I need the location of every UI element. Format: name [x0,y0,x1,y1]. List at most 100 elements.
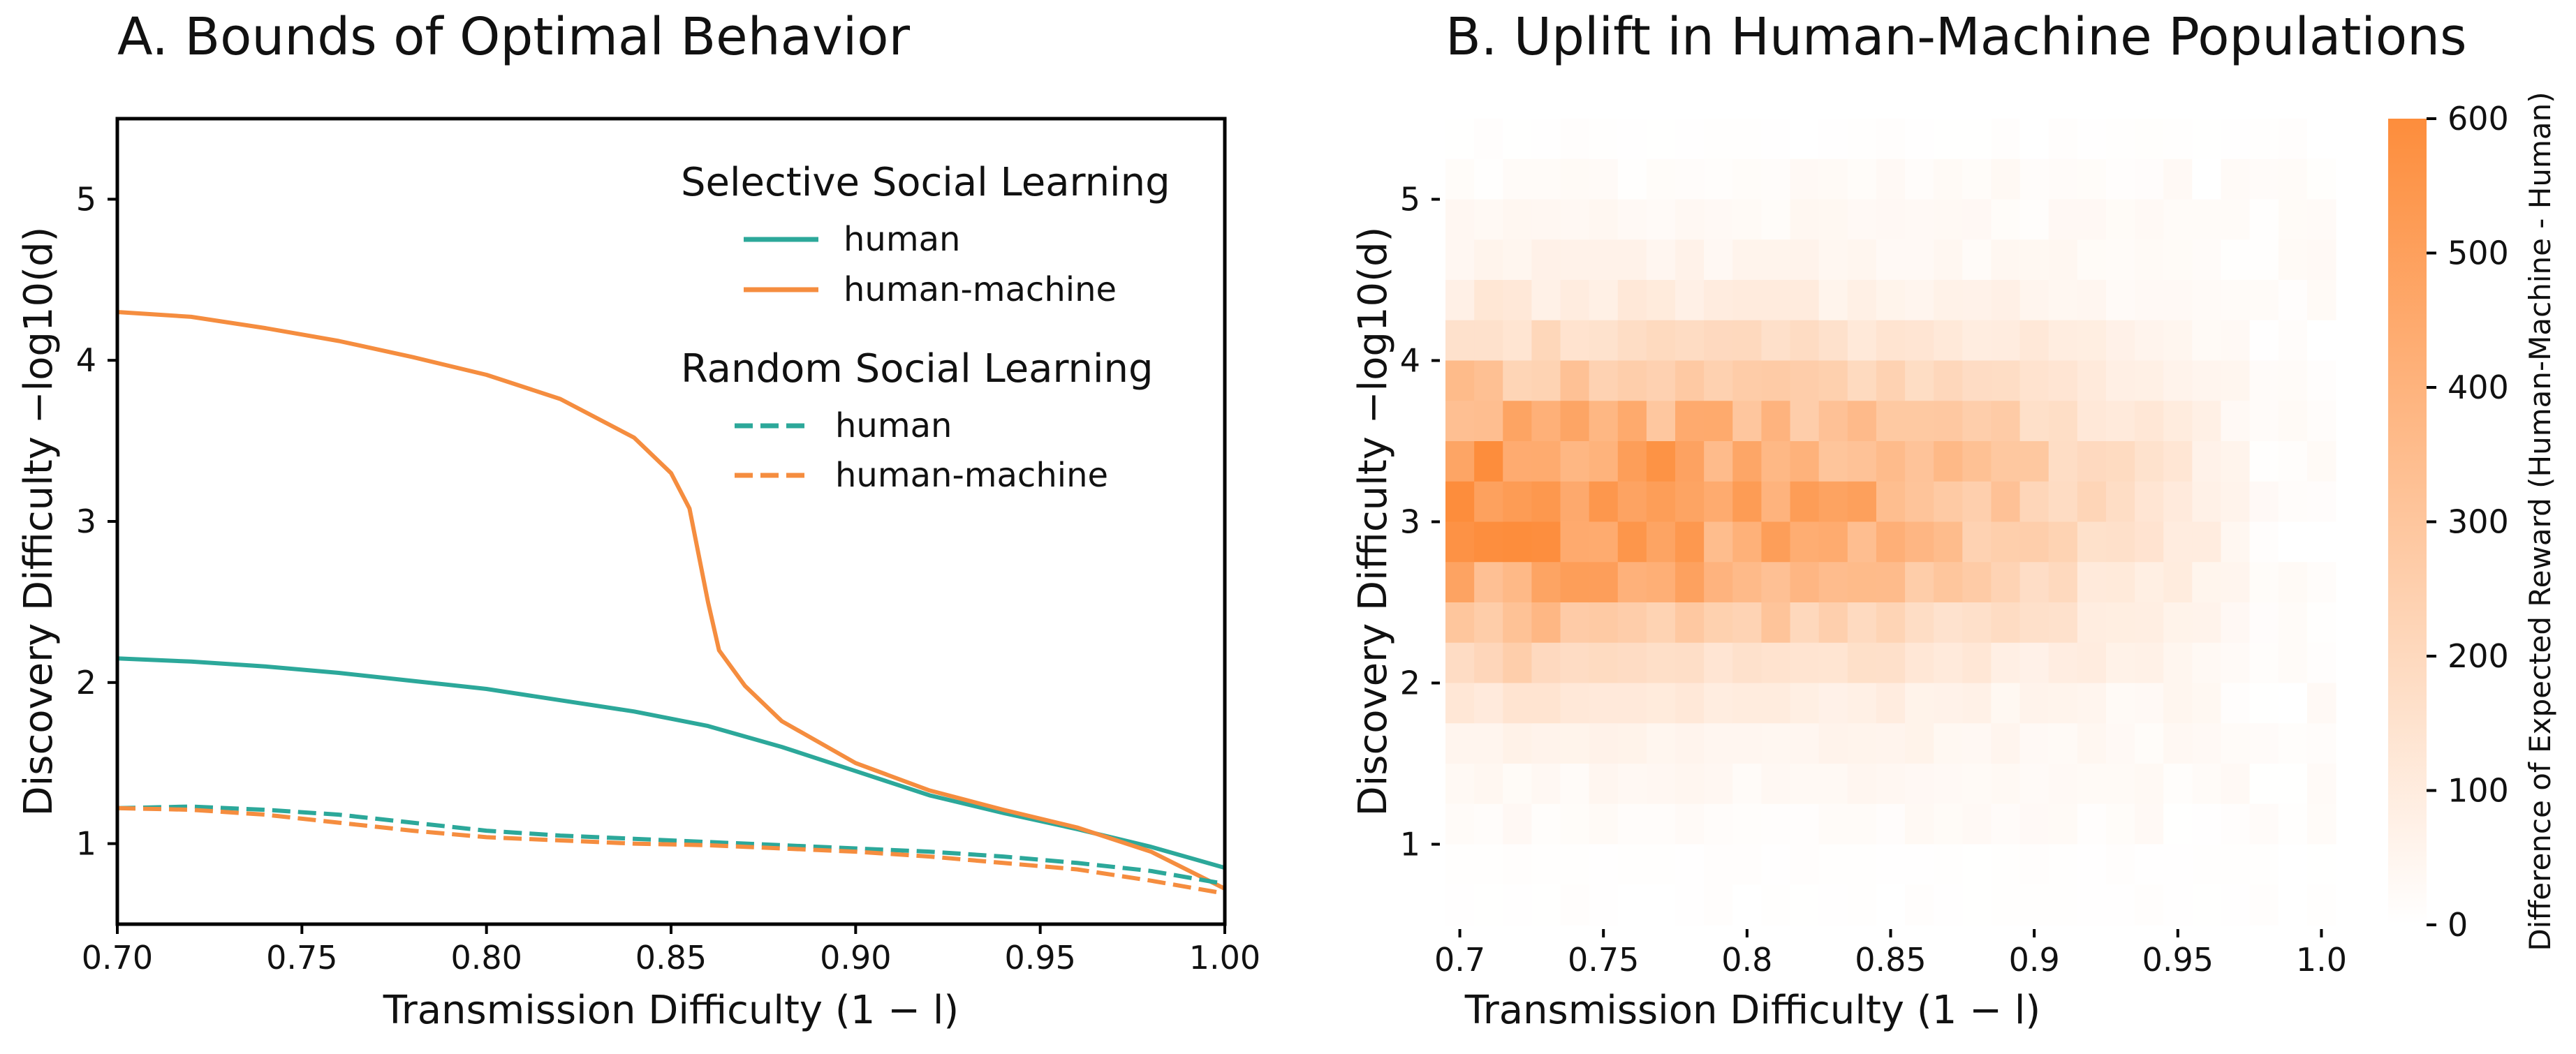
heatmap-cell [1560,441,1590,482]
y-tick-label: 2 [1400,665,1420,702]
x-tick-label: 0.85 [1855,941,1926,979]
heatmap-cell [1503,683,1532,724]
heatmap-cell [1761,239,1791,281]
heatmap-cell [1732,481,1762,523]
heatmap-cell [2048,199,2078,240]
heatmap-cell [1962,119,1992,160]
heatmap-cell [2221,320,2251,362]
heatmap-cell [1847,280,1877,321]
heatmap-cell [2249,280,2279,321]
heatmap-cell [2192,441,2222,482]
heatmap-cell [1934,360,1963,401]
heatmap-cell [1761,562,1791,603]
heatmap-cell [1474,602,1503,644]
heatmap-cell [1847,239,1877,281]
heatmap-cell [2306,803,2336,845]
heatmap-cell [2192,401,2222,442]
heatmap-cell [1704,481,1733,523]
heatmap-cell [2163,642,2193,684]
heatmap-cell [2105,642,2135,684]
heatmap-cell [2306,119,2336,160]
heatmap-cell [1617,844,1647,885]
heatmap-cell [1531,642,1561,684]
heatmap-cell [2019,521,2049,563]
heatmap-cell [1876,723,1906,764]
heatmap-cell [1474,481,1503,523]
heatmap-cell [2163,521,2193,563]
heatmap-cell [1905,481,1934,523]
heatmap-cell [2306,844,2336,885]
heatmap-cell [1531,441,1561,482]
heatmap-cell [2077,239,2107,281]
panel-a-title: A. Bounds of Optimal Behavior [117,7,911,67]
heatmap-cell [2019,280,2049,321]
heatmap-cell [1732,280,1762,321]
heatmap-cell [1704,642,1733,684]
heatmap-cell [1991,239,2021,281]
heatmap-cell [2278,884,2308,926]
heatmap-cell [2192,320,2222,362]
heatmap-cell [1847,360,1877,401]
heatmap-cell [1646,723,1676,764]
heatmap-cell [2221,764,2251,805]
heatmap-cell [2249,884,2279,926]
heatmap-cell [1675,441,1705,482]
heatmap-cell [1589,683,1619,724]
heatmap-cell [2221,481,2251,523]
heatmap-cell [1474,803,1503,845]
heatmap-cell [2163,119,2193,160]
heatmap-cell [1934,602,1963,644]
heatmap-cell [1847,602,1877,644]
heatmap-cell [1876,562,1906,603]
heatmap-cell [2105,158,2135,200]
heatmap-cell [1531,683,1561,724]
heatmap-cell [2249,401,2279,442]
heatmap-cell [2306,602,2336,644]
heatmap-cell [1531,562,1561,603]
heatmap-cell [2249,764,2279,805]
heatmap-cell [1617,683,1647,724]
heatmap-cell [2048,642,2078,684]
heatmap-cell [1589,239,1619,281]
heatmap-cell [1675,562,1705,603]
heatmap-cell [1818,158,1848,200]
heatmap-cell [1646,642,1676,684]
heatmap-cell [1646,481,1676,523]
heatmap-cell [2306,158,2336,200]
heatmap-cell [1617,764,1647,805]
heatmap-cell [1905,401,1934,442]
heatmap-cell [1761,642,1791,684]
heatmap-cell [1934,158,1963,200]
heatmap-cell [1962,320,1992,362]
heatmap-cell [1732,158,1762,200]
panel-a-plot [117,310,1226,896]
heatmap-cell [2192,199,2222,240]
heatmap-cell [1905,320,1934,362]
heatmap-cell [1761,884,1791,926]
heatmap-cell [1617,158,1647,200]
heatmap-cell [1790,401,1820,442]
heatmap-cell [2048,803,2078,845]
heatmap-cell [1732,521,1762,563]
heatmap-cell [1934,401,1963,442]
heatmap-cell [1761,119,1791,160]
heatmap-cell [1503,481,1532,523]
heatmap-cell [1790,723,1820,764]
heatmap-cell [1962,884,1992,926]
heatmap-cell [1818,683,1848,724]
heatmap-cell [1934,803,1963,845]
heatmap-cell [2192,562,2222,603]
heatmap-cell [2105,199,2135,240]
heatmap-cell [1761,441,1791,482]
heatmap-cell [2278,320,2308,362]
heatmap-cell [1560,764,1590,805]
heatmap-cell [2192,239,2222,281]
heatmap-cell [1531,401,1561,442]
heatmap-cell [1503,884,1532,926]
heatmap-cell [2048,239,2078,281]
heatmap-cell [1675,602,1705,644]
heatmap-cell [1675,884,1705,926]
heatmap-cell [2019,764,2049,805]
heatmap-cell [1560,119,1590,160]
heatmap-cell [2077,764,2107,805]
